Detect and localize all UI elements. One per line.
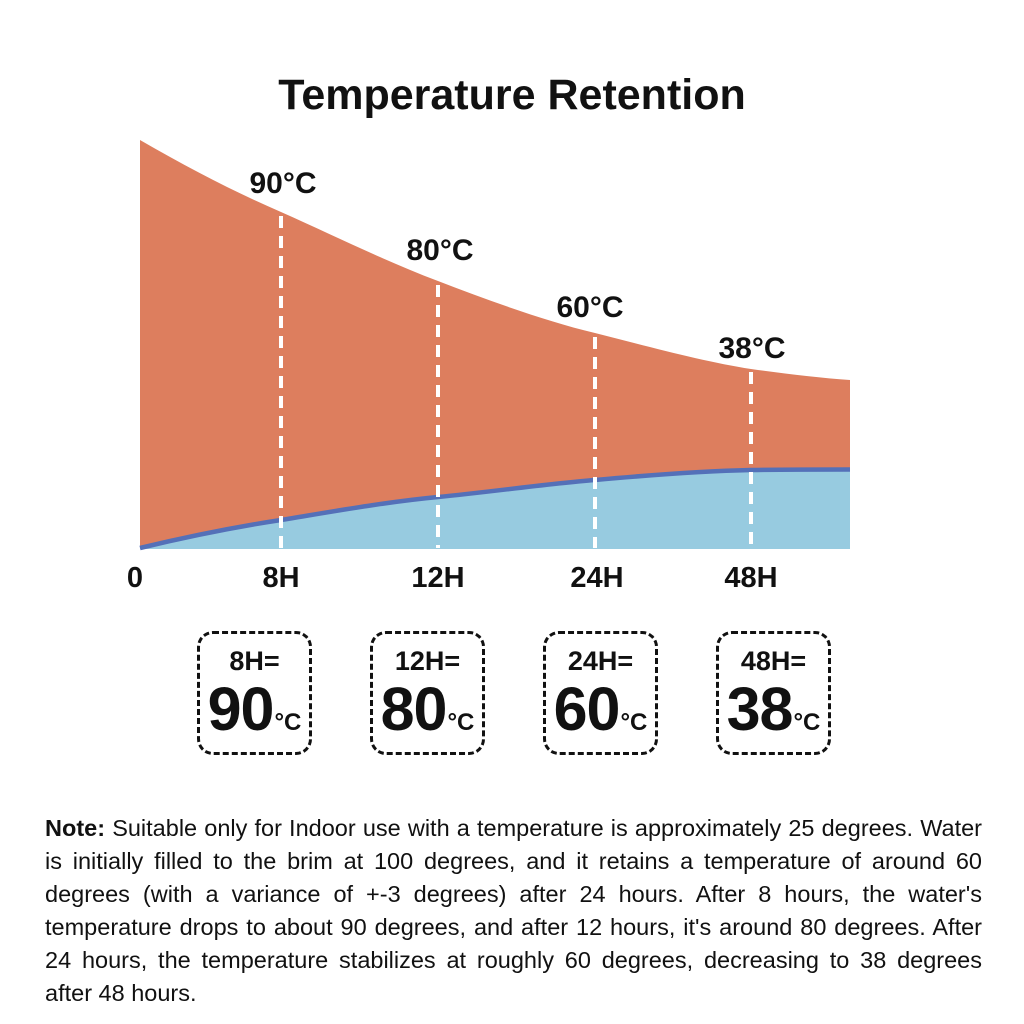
x-tick-48h: 48H <box>724 562 777 594</box>
cool-area-shape <box>140 469 850 549</box>
summary-box-time: 24H= <box>567 646 634 677</box>
summary-box-48h: 48H= 38 °C <box>716 631 831 755</box>
x-tick-0: 0 <box>127 562 143 594</box>
summary-box-unit: °C <box>793 708 821 736</box>
x-tick-8h: 8H <box>262 562 299 594</box>
summary-box-24h: 24H= 60 °C <box>543 631 658 755</box>
summary-box-time: 12H= <box>394 646 461 677</box>
x-tick-12h: 12H <box>411 562 464 594</box>
hot-area-shape <box>140 140 850 549</box>
temp-annotation-8h: 90°C <box>249 167 316 200</box>
summary-box-value: 38 <box>726 674 794 743</box>
summary-box-value-row: 38 °C <box>726 674 821 743</box>
summary-boxes-row: 8H= 90 °C 12H= 80 °C 24H= 60 °C 48H= 38 … <box>197 631 831 755</box>
divider-line <box>139 467 851 551</box>
summary-box-12h: 12H= 80 °C <box>370 631 485 755</box>
x-tick-24h: 24H <box>570 562 623 594</box>
temperature-retention-chart: 90°C 80°C 60°C 38°C 0 8H 12H 24H 48H <box>127 140 851 594</box>
summary-box-unit: °C <box>447 708 475 736</box>
summary-box-unit: °C <box>274 708 302 736</box>
note-text: Suitable only for Indoor use with a temp… <box>45 814 983 1006</box>
temp-annotation-48h: 38°C <box>718 332 785 365</box>
summary-box-value: 90 <box>207 674 275 743</box>
summary-box-time: 48H= <box>740 646 807 677</box>
temp-annotation-12h: 80°C <box>406 234 473 267</box>
summary-box-8h: 8H= 90 °C <box>197 631 312 755</box>
note-paragraph: Note: Suitable only for Indoor use with … <box>45 812 982 1010</box>
temp-annotation-24h: 60°C <box>556 291 623 324</box>
summary-box-value-row: 90 °C <box>207 674 302 743</box>
page-title: Temperature Retention <box>278 70 746 119</box>
summary-box-value-row: 80 °C <box>380 674 475 743</box>
note-label: Note: <box>45 814 106 841</box>
summary-box-value: 60 <box>553 674 621 743</box>
summary-box-value: 80 <box>380 674 448 743</box>
summary-box-time: 8H= <box>229 646 280 677</box>
summary-box-value-row: 60 °C <box>553 674 648 743</box>
summary-box-unit: °C <box>620 708 648 736</box>
